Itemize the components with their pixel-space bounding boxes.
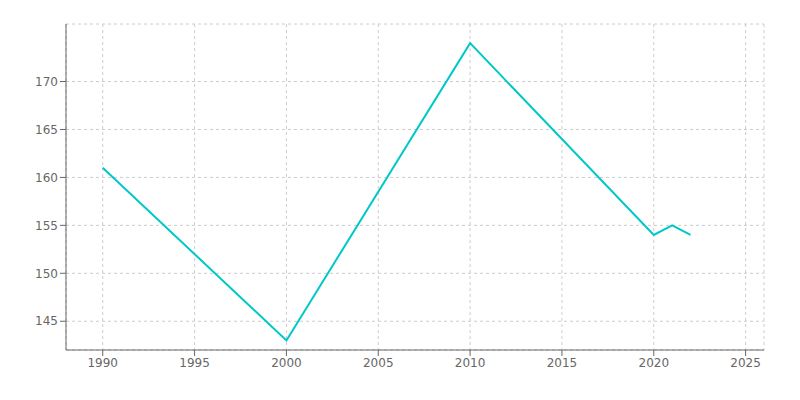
svg-text:170: 170	[35, 75, 58, 89]
svg-text:165: 165	[35, 123, 58, 137]
svg-text:155: 155	[35, 219, 58, 233]
svg-text:2000: 2000	[271, 356, 302, 370]
svg-text:1990: 1990	[87, 356, 118, 370]
svg-text:2020: 2020	[639, 356, 670, 370]
svg-text:1995: 1995	[179, 356, 210, 370]
svg-text:2005: 2005	[363, 356, 394, 370]
svg-text:150: 150	[35, 267, 58, 281]
svg-text:2025: 2025	[730, 356, 761, 370]
svg-text:160: 160	[35, 171, 58, 185]
svg-text:145: 145	[35, 314, 58, 328]
svg-text:2010: 2010	[455, 356, 486, 370]
svg-text:2015: 2015	[547, 356, 578, 370]
